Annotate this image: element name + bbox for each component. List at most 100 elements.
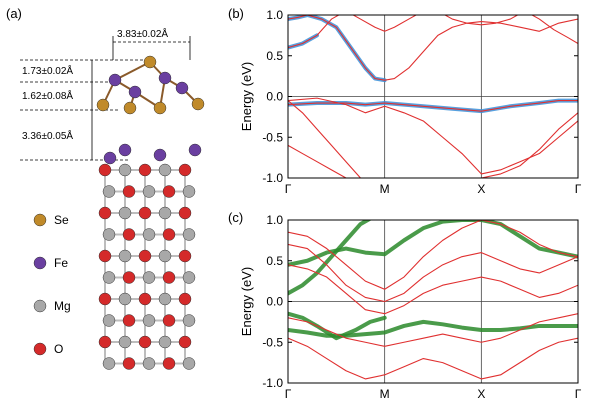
band-line-4 [288, 337, 578, 380]
y-tick-label: 0.5 [266, 49, 283, 63]
magnesium-atom [182, 228, 196, 241]
projected-band-2 [288, 220, 372, 296]
band-line-2 [288, 97, 578, 175]
oxygen-atom [98, 163, 112, 177]
iron-atom [128, 85, 142, 99]
selenium-atom [96, 98, 110, 112]
oxygen-atom [122, 357, 136, 370]
oxygen-atom [122, 228, 136, 241]
y-tick-label: 1.0 [266, 8, 283, 22]
magnesium-atom [142, 271, 156, 284]
magnesium-atom [182, 271, 196, 284]
y-axis-label: Energy (eV) [239, 62, 254, 131]
panel-a-label: (a) [6, 6, 22, 21]
magnesium-atom [182, 357, 196, 370]
magnesium-atom [102, 271, 116, 284]
projected-band-0 [288, 98, 578, 114]
x-tick-label: Γ [575, 387, 582, 401]
magnesium-atom [158, 335, 172, 349]
oxygen-atom [178, 163, 192, 177]
iron-atom [175, 81, 189, 95]
band-line-2 [288, 264, 578, 315]
oxygen-atom [162, 228, 176, 241]
oxygen-atom [138, 206, 152, 220]
magnesium-atom [158, 249, 172, 263]
oxygen-atom [122, 271, 136, 284]
oxygen-atom [178, 249, 192, 263]
iron-atom [158, 71, 172, 85]
dim-lattice: 3.83±0.02Å [117, 27, 168, 40]
oxygen-atom [138, 249, 152, 263]
y-tick-label: 0.0 [266, 90, 283, 104]
y-tick-label: 0.0 [266, 295, 283, 309]
x-tick-label: X [477, 387, 485, 401]
legend-swatch-se [33, 213, 47, 227]
y-tick-label: -0.5 [262, 335, 283, 349]
magnesium-atom [158, 292, 172, 306]
legend-label-mg: Mg [54, 299, 71, 313]
bonds [104, 169, 186, 365]
band-line-1 [288, 243, 578, 303]
selenium-atom [143, 55, 157, 69]
iron-atom [103, 151, 117, 165]
band-line-3 [288, 100, 578, 112]
magnesium-atom [118, 163, 132, 177]
band-line-0 [288, 220, 578, 290]
selenium-atom [191, 97, 205, 111]
magnesium-atom [102, 314, 116, 327]
oxygen-atom [98, 335, 112, 349]
x-tick-label: Γ [575, 182, 582, 196]
legend-swatch-fe [33, 256, 47, 270]
oxygen-atom [138, 292, 152, 306]
oxygen-atom [178, 335, 192, 349]
magnesium-atom [118, 335, 132, 349]
legend-swatch-o [33, 342, 47, 356]
band-line-3 [288, 313, 578, 347]
magnesium-atom [158, 163, 172, 177]
y-tick-label: -1.0 [262, 376, 283, 390]
magnesium-atom [118, 206, 132, 220]
oxygen-atom [162, 271, 176, 284]
legend-label-o: O [54, 342, 63, 356]
oxygen-atom [178, 206, 192, 220]
legend-swatch-mg [33, 299, 47, 313]
panel-b-label: (b) [228, 6, 244, 21]
y-tick-label: 0.5 [266, 254, 283, 268]
atom-legend: Se Fe Mg O [33, 213, 71, 356]
oxygen-atom [178, 292, 192, 306]
projected-band-1 [288, 319, 578, 338]
oxygen-atom [138, 163, 152, 177]
dim-se-height: 1.73±0.02Å [22, 64, 73, 77]
legend-label-fe: Fe [54, 256, 68, 270]
magnesium-atom [158, 206, 172, 220]
oxygen-atom [162, 314, 176, 327]
oxygen-atom [162, 357, 176, 370]
magnesium-atom [118, 249, 132, 263]
iron-atom [108, 73, 122, 87]
magnesium-atom [102, 357, 116, 370]
band-line-4 [288, 100, 361, 178]
x-tick-label: X [477, 182, 485, 196]
iron-atom [153, 148, 167, 162]
magnesium-atom [118, 292, 132, 306]
oxygen-atom [162, 185, 176, 198]
band-curves [288, 220, 578, 380]
oxygen-atom [98, 249, 112, 263]
band-curves [288, 15, 578, 178]
iron-atom [118, 143, 132, 157]
band-line-6 [481, 112, 578, 178]
magnesium-atom [182, 185, 196, 198]
iron-atom [188, 143, 202, 157]
magnesium-atom [102, 185, 116, 198]
band-line-1 [288, 15, 578, 81]
x-tick-label: M [380, 387, 390, 401]
panel-c-label: (c) [228, 210, 243, 225]
oxygen-atom [138, 335, 152, 349]
magnesium-atom [182, 314, 196, 327]
y-tick-label: -1.0 [262, 171, 283, 185]
magnesium-atom [142, 228, 156, 241]
band-line-5 [288, 144, 347, 178]
